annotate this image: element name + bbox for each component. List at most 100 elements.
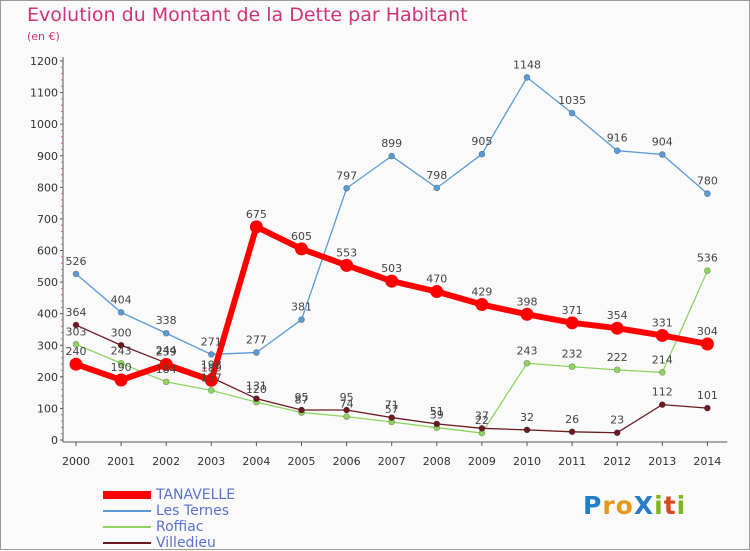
data-point [704,190,711,197]
legend-item: Les Ternes [103,503,235,519]
data-label: 536 [697,252,718,265]
series-tanavelle [69,220,714,387]
data-label: 23 [610,414,624,427]
data-label: 71 [385,399,399,412]
data-point [162,378,170,386]
data-label: 243 [111,344,132,357]
data-label: 239 [156,346,177,359]
y-tick-label: 1100 [30,87,58,100]
data-point [117,341,125,349]
legend-swatch [103,526,151,528]
data-point [658,369,666,376]
data-point [117,309,125,316]
x-tick-label: 2003 [197,455,225,468]
logo-letter: i [676,491,687,520]
data-label: 354 [607,309,628,322]
data-label: 112 [652,386,673,399]
data-point [565,316,579,330]
data-point [295,242,308,256]
y-tick-label: 1000 [30,118,58,131]
legend-item: TANAVELLE [103,487,235,503]
data-point [613,429,621,437]
data-point [298,406,305,414]
data-label: 364 [66,306,87,319]
data-point [520,307,534,321]
data-point [433,184,441,192]
y-tick-label: 200 [37,371,58,384]
data-label: 244 [156,344,177,357]
data-label: 39 [430,409,444,422]
data-label: 271 [201,335,222,348]
data-label: 798 [426,169,447,182]
data-point [69,357,83,371]
data-point [343,413,350,420]
data-label: 198 [201,358,222,371]
chart-title: Evolution du Montant de la Dette par Hab… [27,4,468,26]
data-point [72,270,80,278]
data-point [72,321,80,329]
data-point [523,426,531,434]
data-label: 277 [246,334,267,347]
y-tick-label: 100 [37,402,58,415]
legend-item: Roffiac [103,519,235,535]
data-label: 899 [381,137,402,150]
x-tick-label: 2000 [62,455,90,468]
x-tick-label: 2013 [648,455,676,468]
data-point [610,321,624,335]
data-point [655,328,669,342]
data-label: 232 [562,348,583,361]
data-point [253,349,260,356]
data-point [249,220,263,234]
data-label: 503 [381,262,402,275]
data-label: 338 [156,314,177,327]
data-label: 32 [520,411,534,424]
legend-label: TANAVELLE [156,487,236,503]
data-label: 37 [475,409,489,422]
x-tick-label: 2005 [288,455,316,468]
data-label: 184 [156,363,177,376]
data-point [613,366,621,374]
data-label: 222 [607,351,628,364]
data-point [388,152,396,160]
data-label: 381 [291,301,312,314]
data-label: 605 [291,230,312,243]
data-point [253,395,260,402]
data-point [478,425,486,432]
y-tick-label: 400 [37,308,58,321]
data-point [388,414,396,421]
legend-label: Villedieu [156,535,216,551]
data-label: 303 [66,325,87,338]
data-point [385,274,399,288]
data-label: 904 [652,135,673,148]
data-point [117,359,125,367]
data-point [204,373,218,387]
logo-letter: o [615,491,634,520]
y-tick-label: 500 [37,276,58,289]
data-point [72,341,80,348]
data-label: 243 [517,344,538,357]
data-label: 404 [111,293,132,306]
data-label: 87 [295,394,309,407]
data-point [343,406,350,414]
legend: TANAVELLE Les Ternes Roffiac Villedieu [103,487,235,551]
data-label: 51 [430,405,444,418]
data-label: 675 [246,208,267,221]
logo-letter: P [583,491,603,520]
data-point [700,337,714,351]
data-label: 214 [652,353,673,366]
data-label: 95 [295,391,309,404]
data-point [658,401,666,408]
x-tick-label: 2012 [603,455,631,468]
data-label: 797 [336,169,357,182]
data-label: 526 [66,255,87,268]
data-label: 398 [517,295,538,308]
data-label: 905 [471,135,492,148]
x-tick-label: 2011 [558,455,586,468]
legend-label: Les Ternes [156,503,229,519]
data-point [475,298,489,312]
data-point [208,351,215,358]
data-point [568,428,576,436]
data-point [298,316,305,323]
logo-letter: t [663,491,677,520]
data-point [159,358,173,372]
